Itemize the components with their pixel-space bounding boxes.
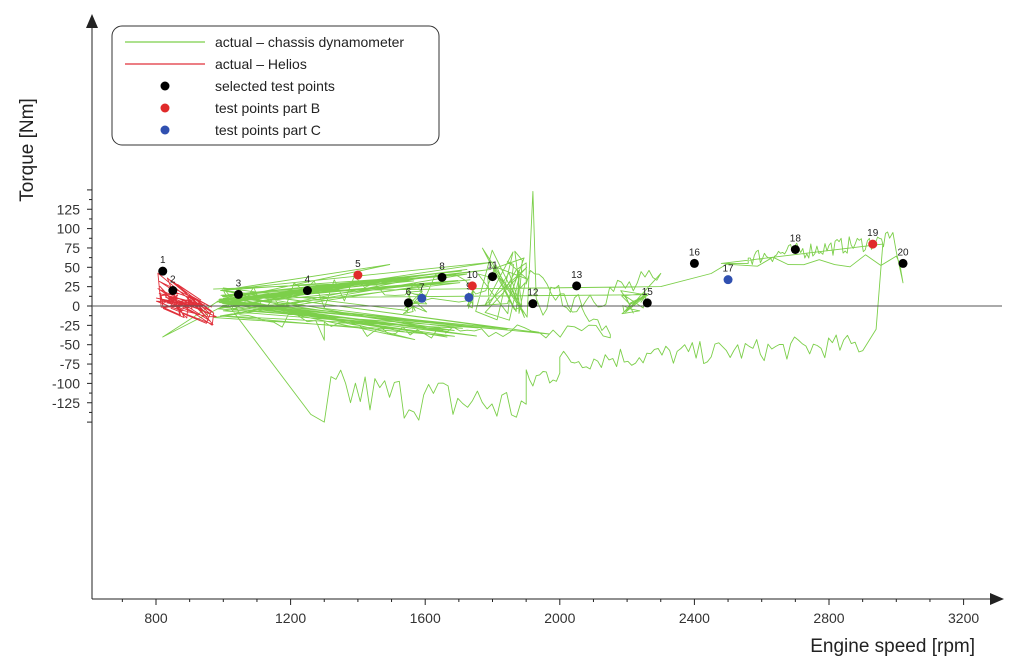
y-tick-label: 50 [64, 259, 80, 275]
test-point-label: 20 [897, 247, 909, 258]
y-tick-label: 125 [57, 201, 81, 217]
legend-dot-swatch [160, 125, 170, 135]
x-axis-title: Engine speed [rpm] [810, 636, 975, 657]
test-point-label: 10 [467, 270, 479, 281]
x-tick-label: 1200 [275, 610, 306, 626]
test-point-label: 19 [867, 228, 879, 239]
test-point-18 [790, 244, 800, 254]
y-tick-label: -25 [60, 317, 80, 333]
test-point-13 [572, 281, 582, 291]
y-tick-label: 100 [57, 221, 81, 237]
axes-layer: 800 1200 1600 2000 2400 2800 3200-125-100-75-5… [52, 14, 1004, 626]
y-tick-label: -75 [60, 356, 80, 372]
test-point-12 [528, 299, 538, 309]
test-point-7 [417, 293, 427, 303]
y-tick-label: -125 [52, 395, 80, 411]
test-point-label: 5 [355, 259, 361, 270]
test-point-label: 1 [160, 255, 166, 266]
y-tick-label: -50 [60, 337, 80, 353]
x-tick-label: 2000 [544, 610, 575, 626]
y-axis-title: Torque [Nm] [17, 98, 38, 201]
test-points-layer: 12345678910111213151617181920 [158, 228, 909, 309]
x-tick-label: 800 [144, 610, 168, 626]
test-point-label: 15 [642, 287, 654, 298]
legend-entry-label: actual – chassis dynamometer [215, 34, 404, 50]
y-axis-arrow [86, 14, 98, 28]
test-point-1 [158, 266, 168, 276]
test-point-15 [642, 298, 652, 308]
test-point-label: 7 [419, 282, 425, 293]
test-point-label: 6 [406, 287, 412, 298]
legend-entry-label: actual – Helios [215, 56, 307, 72]
test-point-label: 16 [689, 247, 701, 258]
x-tick-label: 2800 [813, 610, 844, 626]
test-point-3 [233, 289, 243, 299]
test-point-8 [437, 272, 447, 282]
y-tick-label: 75 [64, 240, 80, 256]
test-point-19 [868, 239, 878, 249]
legend-entry-label: test points part C [215, 122, 321, 138]
test-point-label: 4 [305, 275, 311, 286]
test-point-9 [464, 292, 474, 302]
test-point-16 [689, 258, 699, 268]
x-tick-label: 2400 [679, 610, 710, 626]
test-point-2 [168, 286, 178, 296]
legend-dot-swatch [160, 81, 170, 91]
y-tick-label: 25 [64, 279, 80, 295]
test-point-label: 13 [571, 270, 583, 281]
x-tick-label: 3200 [948, 610, 979, 626]
test-point-label: 11 [487, 261, 498, 272]
y-tick-label: -100 [52, 375, 80, 391]
test-point-20 [898, 258, 908, 268]
legend: actual – chassis dynamometer actual – Hel… [111, 25, 440, 146]
test-point-label: 8 [439, 261, 445, 272]
test-point-5 [353, 270, 363, 280]
test-point-6 [403, 298, 413, 308]
test-point-label: 18 [790, 233, 802, 244]
legend-dot-swatch [160, 103, 170, 113]
legend-entry-label: selected test points [215, 78, 335, 94]
test-point-label: 3 [236, 278, 242, 289]
test-point-4 [302, 286, 312, 296]
test-point-label: 17 [722, 264, 734, 275]
legend-box [111, 25, 440, 146]
test-point-10 [467, 281, 477, 291]
y-tick-label: 0 [72, 298, 80, 314]
dyno-trace [162, 190, 904, 423]
test-point-label: 2 [170, 275, 176, 286]
legend-entry-label: test points part B [215, 100, 320, 116]
helios-trace [155, 272, 217, 326]
x-axis-arrow [990, 593, 1004, 605]
test-point-11 [488, 272, 497, 282]
x-tick-label: 1600 [410, 610, 441, 626]
test-point-17 [723, 275, 733, 285]
test-point-label: 12 [527, 288, 539, 299]
